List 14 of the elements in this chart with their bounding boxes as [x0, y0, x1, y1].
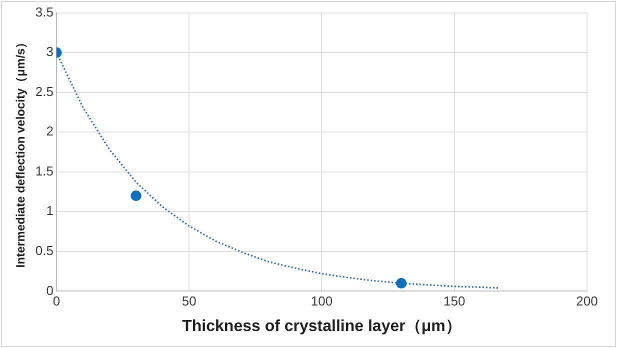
- y-tick-label: 0.5: [35, 243, 54, 258]
- x-axis-title: Thickness of crystalline layer（μm）: [182, 318, 462, 335]
- x-tick-label: 150: [444, 294, 466, 309]
- x-tick-label: 50: [182, 294, 196, 309]
- y-tick-label: 1.5: [35, 163, 54, 178]
- x-tick-label: 200: [576, 294, 598, 309]
- y-tick-label: 1: [46, 203, 54, 218]
- x-tick-label: 100: [310, 294, 333, 309]
- y-tick-label: 3: [46, 44, 54, 60]
- y-tick-label: 2: [46, 124, 54, 139]
- y-axis-title: Intermediate deflection velocity（μm/s）: [14, 36, 28, 268]
- y-tick-label: 0: [46, 282, 54, 298]
- y-tick-label: 2.5: [35, 84, 54, 99]
- y-tick-label: 3.5: [35, 4, 54, 20]
